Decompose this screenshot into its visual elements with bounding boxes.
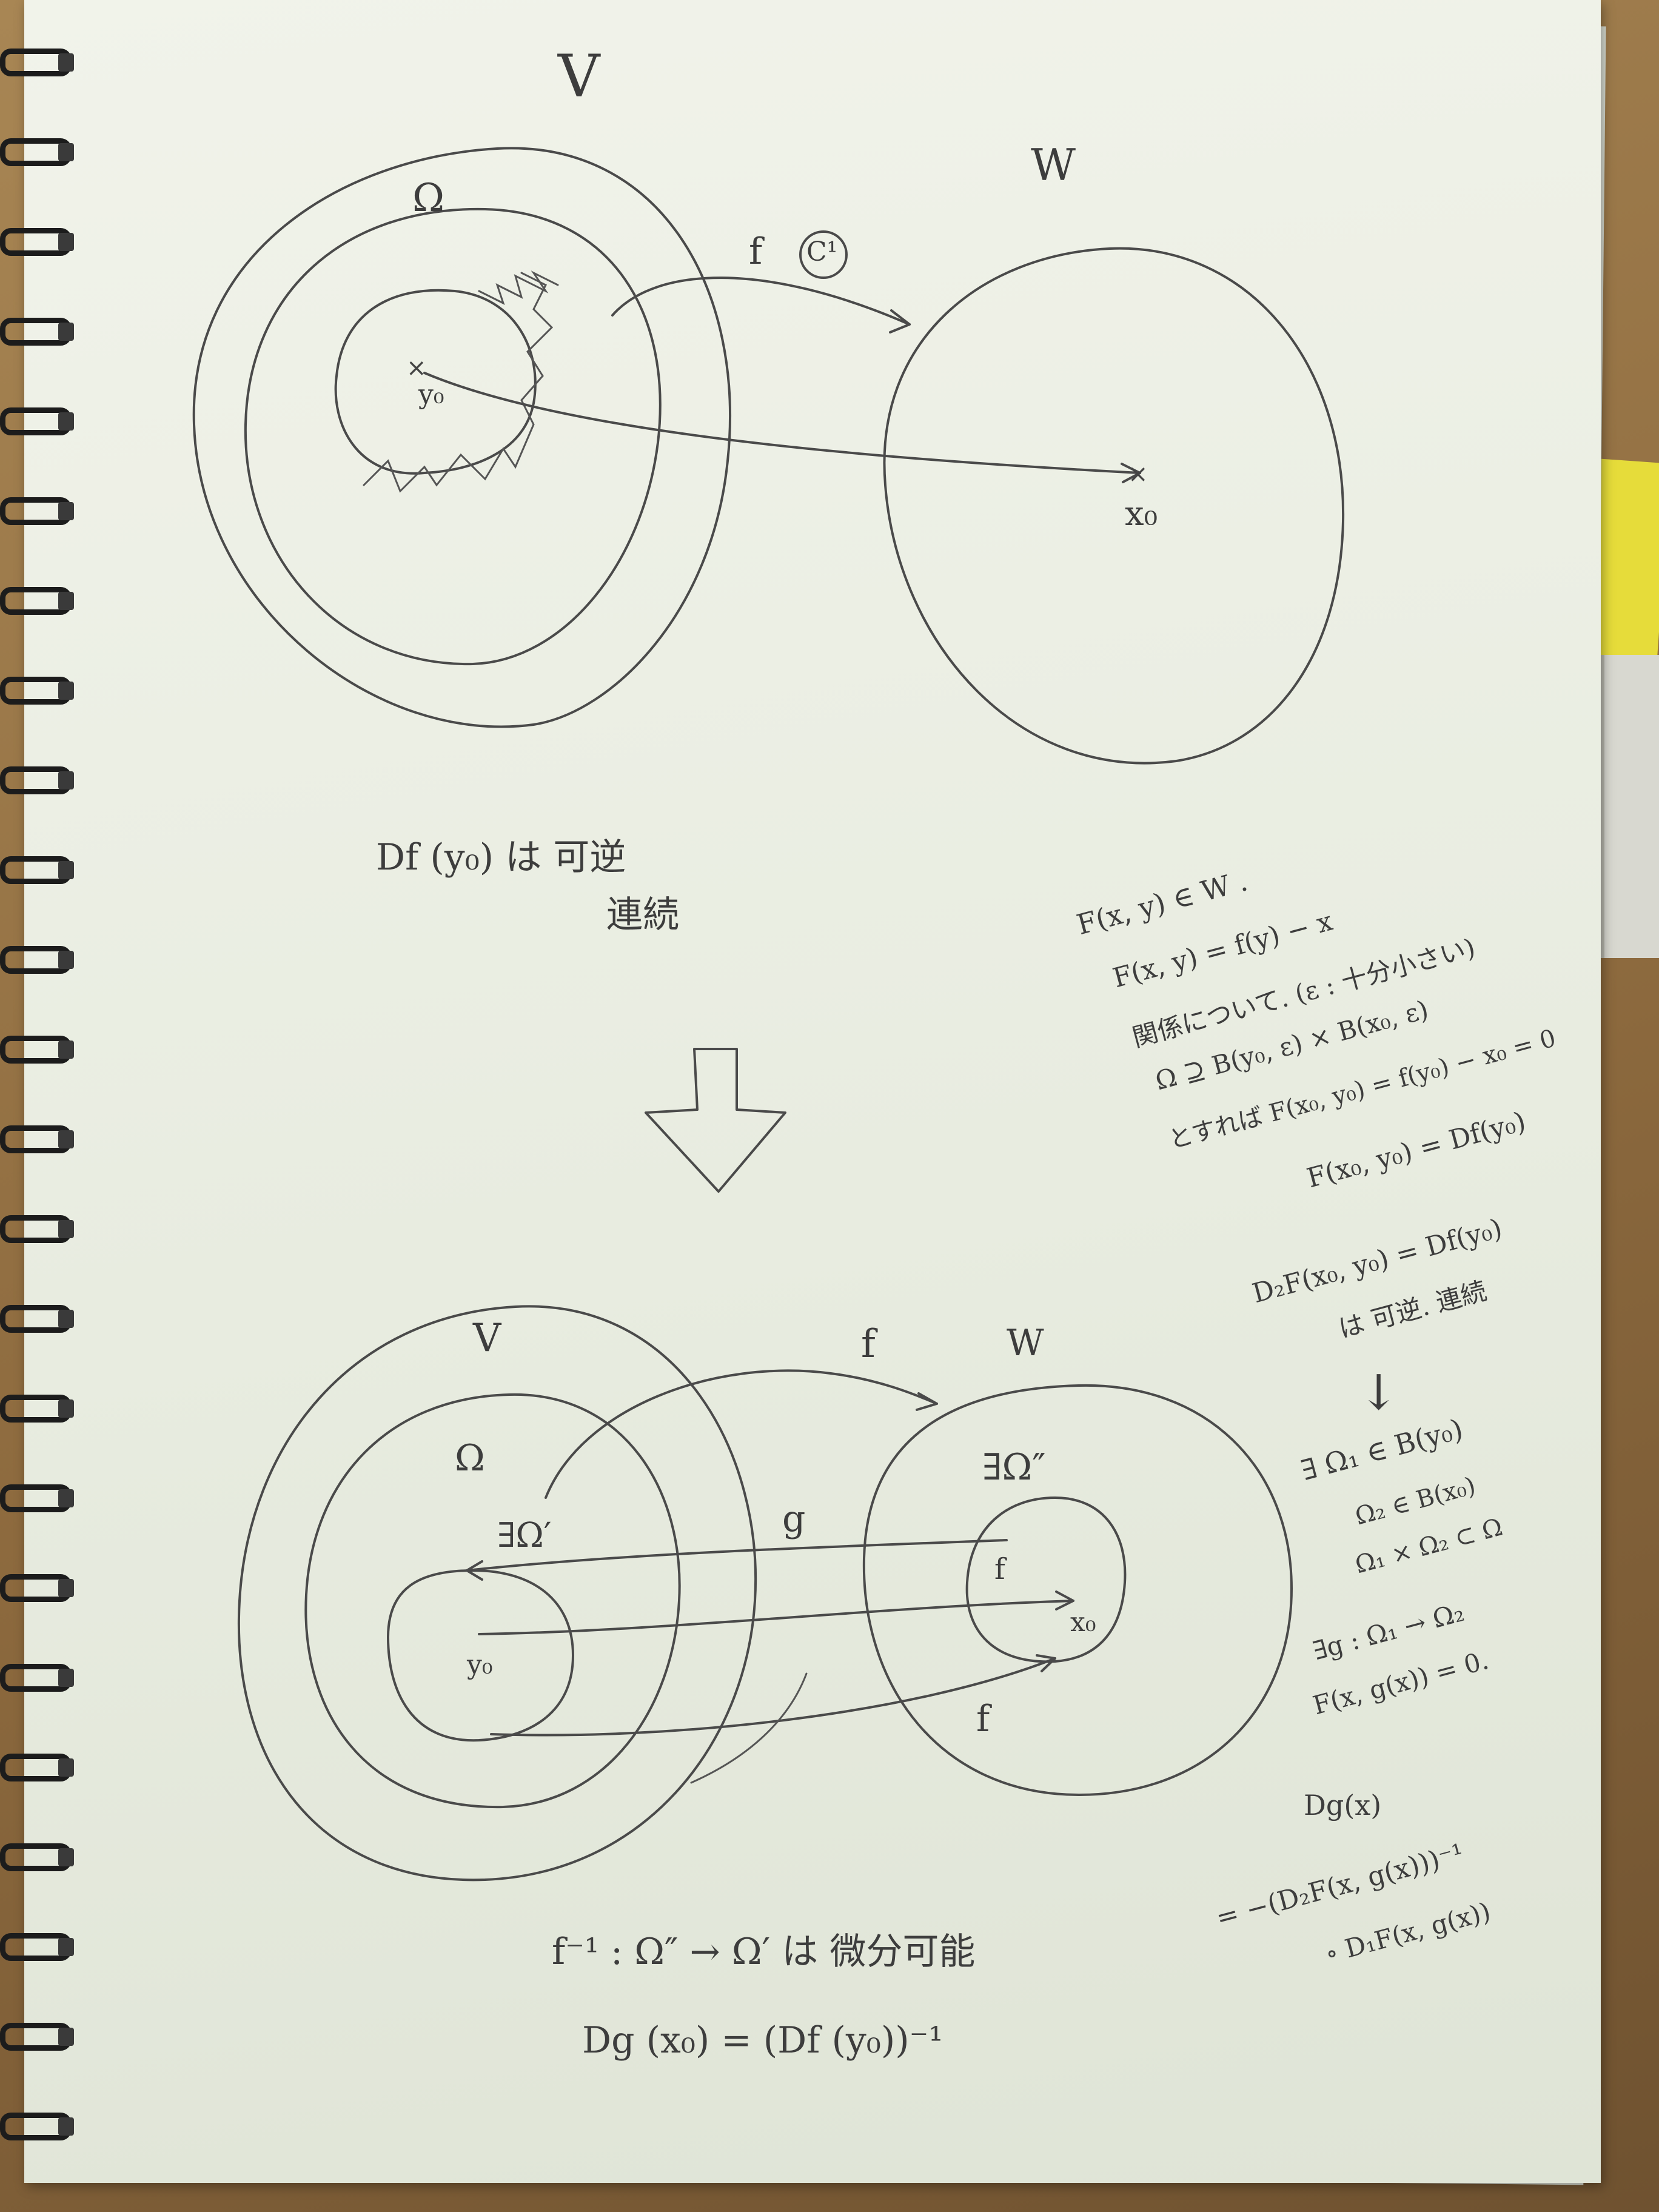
binding-hole: [58, 1041, 74, 1059]
note-right-down-arrow: ↓: [1358, 1364, 1399, 1421]
top-label-y0: y₀: [418, 379, 444, 410]
top-arrow-y0-x0-head: [1121, 463, 1141, 483]
bottom-text-line2: Dg (x₀) = (Df (y₀))⁻¹: [582, 2019, 943, 2062]
big-down-arrow: [645, 1048, 786, 1193]
bottom-inner-circle-Omega: [304, 1393, 681, 1809]
binding-hole: [58, 1579, 74, 1597]
binding-hole: [58, 1220, 74, 1238]
top-circle-W: [883, 247, 1345, 765]
top-circled-mark: [799, 230, 848, 279]
binding-hole: [58, 861, 74, 879]
bottom-arrow-f-top-head: [916, 1392, 938, 1411]
bottom-label-V: V: [473, 1316, 501, 1361]
binding-hole: [58, 592, 74, 610]
top-inner-circle-Omega: [244, 207, 662, 666]
binding-hole: [58, 1848, 74, 1866]
top-arrow-f-head: [889, 309, 911, 333]
binding-hole: [58, 502, 74, 520]
bottom-arrow-g: [466, 1539, 1008, 1572]
top-arrow-f: [611, 276, 911, 326]
bottom-label-x0: x₀: [1070, 1607, 1096, 1638]
top-label-V: V: [558, 42, 600, 110]
binding-hole: [58, 1310, 74, 1328]
note-left-line1: Df (y₀) は 可逆: [376, 836, 626, 879]
spiral-binding: [0, 0, 85, 2212]
bottom-arrow-f-lower: [490, 1657, 1056, 1737]
binding-hole: [58, 53, 74, 72]
binding-hole: [58, 682, 74, 700]
bottom-label-f-top: f: [861, 1322, 876, 1367]
bottom-arrow-g-head: [466, 1560, 483, 1581]
note-bottom-right-6: Dg(x): [1304, 1789, 1382, 1822]
binding-hole: [58, 1938, 74, 1956]
bottom-arrow-y0-x0-head: [1055, 1590, 1074, 1610]
binding-hole: [58, 951, 74, 969]
top-scribble-mark: [478, 270, 559, 305]
bottom-faint-arc: [690, 1672, 808, 1784]
bottom-label-W: W: [1007, 1322, 1044, 1364]
binding-hole: [58, 143, 74, 161]
binding-hole: [58, 771, 74, 789]
bottom-label-Omega: Ω: [455, 1437, 485, 1480]
bottom-outer-circle-V: [238, 1305, 757, 1882]
top-label-W: W: [1031, 139, 1076, 190]
bottom-text-line1: f⁻¹ : Ω″ → Ω′ は 微分可能: [552, 1931, 976, 1973]
notebook-page: [24, 0, 1601, 2183]
binding-hole: [58, 1399, 74, 1418]
bottom-circle-W: [862, 1384, 1293, 1796]
down-arrow-glyph: ⇓: [691, 1055, 712, 1083]
top-x0-cross: ×: [1128, 460, 1148, 488]
bottom-label-y0: y₀: [467, 1649, 493, 1680]
bottom-label-f-right: f: [994, 1552, 1005, 1586]
bottom-circle-Omega-dprime: [965, 1496, 1127, 1663]
top-jagged-scribble: [363, 272, 554, 493]
card-stack: [1601, 655, 1659, 958]
bottom-label-g: g: [782, 1498, 806, 1540]
bottom-arrow-f-lower-head: [1036, 1654, 1056, 1672]
binding-hole: [58, 233, 74, 251]
binding-hole: [58, 2028, 74, 2046]
top-arrow-y0-x0: [423, 372, 1141, 474]
top-label-circled: C¹: [806, 236, 838, 267]
binding-hole: [58, 2117, 74, 2136]
top-ball-circle: [334, 289, 537, 475]
top-y0-cross: ×: [406, 354, 427, 382]
bottom-label-Omega-prime: ∃Ω′: [497, 1516, 552, 1555]
binding-hole: [58, 323, 74, 341]
binding-hole: [58, 1489, 74, 1507]
binding-hole: [58, 412, 74, 431]
top-label-Omega: Ω: [412, 176, 445, 221]
bottom-arrow-f-top: [545, 1369, 938, 1499]
binding-hole: [58, 1758, 74, 1777]
bottom-label-f-bottom: f: [976, 1698, 990, 1740]
top-label-f: f: [749, 230, 763, 273]
top-label-x0: x₀: [1125, 494, 1158, 534]
top-outer-circle-V: [192, 147, 731, 728]
bottom-label-Omega-dprime: ∃Ω″: [982, 1446, 1046, 1489]
binding-hole: [58, 1669, 74, 1687]
binding-hole: [58, 1130, 74, 1148]
note-left-line2: 連続: [606, 894, 679, 936]
bottom-arrow-y0-x0: [478, 1600, 1074, 1635]
